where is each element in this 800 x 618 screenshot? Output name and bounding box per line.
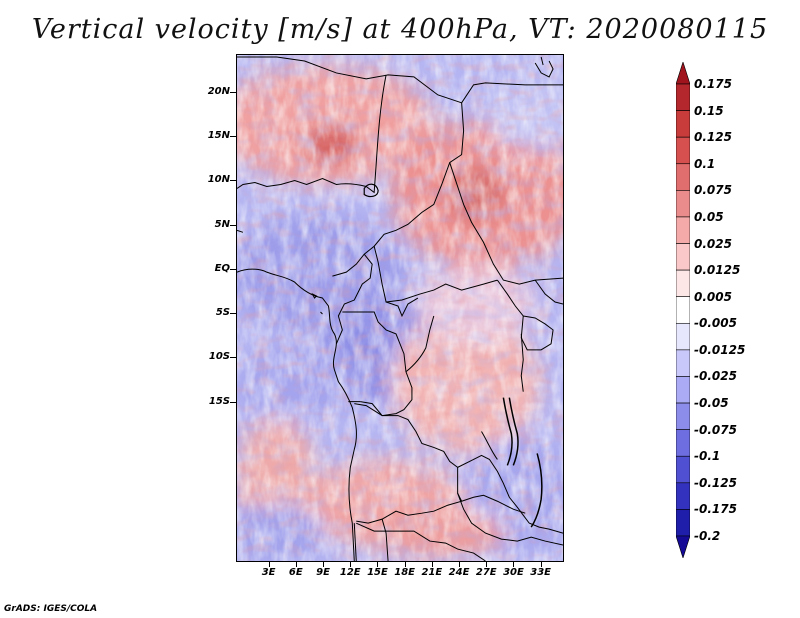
- colorbar-label: 0.15: [694, 103, 724, 118]
- colorbar-label: -0.005: [694, 316, 737, 331]
- colorbar-bin: [676, 349, 690, 377]
- colorbar-bin: [676, 429, 690, 457]
- colorbar-label: -0.2: [694, 529, 721, 543]
- lon-tick: [404, 562, 406, 567]
- colorbar-label: -0.0125: [694, 342, 746, 357]
- lon-label: 27E: [475, 567, 497, 578]
- colorbar-bin: [676, 535, 690, 558]
- colorbar-bin: [676, 136, 690, 165]
- colorbar-label: 0.125: [694, 130, 732, 145]
- lon-tick: [513, 562, 515, 567]
- colorbar-bin: [676, 62, 690, 85]
- colorbar-label: 0.025: [694, 236, 732, 251]
- lon-label: 15E: [367, 567, 388, 578]
- colorbar-label: -0.075: [694, 422, 737, 437]
- colorbar-bin: [676, 402, 690, 430]
- lon-label: 9E: [316, 567, 330, 578]
- colorbar-label: 0.005: [694, 289, 732, 304]
- colorbar-label: 0.075: [694, 183, 732, 198]
- lon-tick: [540, 562, 542, 567]
- lon-tick: [377, 562, 379, 567]
- lat-label: 10N: [207, 174, 230, 186]
- colorbar-bin: [676, 455, 690, 484]
- lat-tick: [230, 401, 236, 403]
- lon-label: 6E: [288, 567, 303, 578]
- colorbar-bin: [676, 190, 690, 218]
- colorbar-label: 0.175: [694, 77, 732, 91]
- lat-tick: [230, 357, 236, 359]
- colorbar-label: -0.05: [694, 396, 729, 411]
- lat-label: 10S: [208, 351, 230, 363]
- lon-tick: [295, 562, 297, 567]
- velocity-field: [237, 55, 563, 561]
- colorbar-label: -0.175: [694, 502, 737, 517]
- colorbar-label: -0.125: [694, 475, 737, 490]
- country-borders: [237, 56, 563, 561]
- lon-tick: [268, 562, 270, 567]
- lon-tick: [486, 562, 488, 567]
- colorbar-bin: [676, 83, 690, 111]
- lon-label: 18E: [394, 567, 415, 578]
- map-panel[interactable]: [236, 54, 564, 562]
- colorbar-bin: [676, 243, 690, 271]
- lat-label: 5N: [214, 218, 230, 230]
- colorbar-bin: [676, 110, 690, 138]
- lat-tick: [230, 268, 236, 270]
- colorbar-bin: [676, 322, 690, 351]
- lat-tick: [230, 92, 236, 94]
- lat-tick: [230, 180, 236, 182]
- lat-tick: [230, 224, 236, 226]
- lon-label: 24E: [448, 567, 470, 578]
- colorbar-label: 0.05: [694, 209, 724, 224]
- lat-label: 20N: [207, 86, 230, 98]
- lon-label: 30E: [503, 567, 524, 578]
- colorbar-bin: [676, 269, 690, 298]
- lat-label: 15N: [207, 130, 230, 142]
- colorbar-bin: [676, 163, 690, 191]
- colorbar-bin: [676, 482, 690, 510]
- lat-tick: [230, 313, 236, 315]
- colorbar-label: -0.1: [694, 449, 721, 464]
- lat-label: 5S: [215, 307, 230, 319]
- lat-tick: [230, 136, 236, 138]
- lon-label: 33E: [530, 567, 551, 578]
- colorbar-label: 0.1: [694, 156, 716, 171]
- lat-label: 15S: [208, 395, 230, 407]
- lon-tick: [350, 562, 352, 567]
- lon-label: 21E: [421, 567, 443, 578]
- lon-label: 3E: [261, 567, 276, 578]
- lat-label: EQ: [214, 262, 230, 274]
- lon-tick: [323, 562, 325, 567]
- colorbar-bin: [676, 216, 690, 244]
- footer-credit: GrADS: IGES/COLA: [4, 604, 98, 614]
- colorbar-label: -0.025: [694, 369, 737, 384]
- lon-tick: [431, 562, 433, 567]
- colorbar-bin: [676, 509, 690, 537]
- colorbar-bin: [676, 376, 690, 404]
- colorbar-label: 0.0125: [694, 263, 741, 278]
- colorbar: [676, 62, 690, 558]
- lon-label: 12E: [339, 567, 361, 578]
- chart-title: Vertical velocity [m/s] at 400hPa, VT: 2…: [31, 14, 769, 45]
- lon-tick: [459, 562, 461, 567]
- colorbar-bin: [676, 296, 690, 324]
